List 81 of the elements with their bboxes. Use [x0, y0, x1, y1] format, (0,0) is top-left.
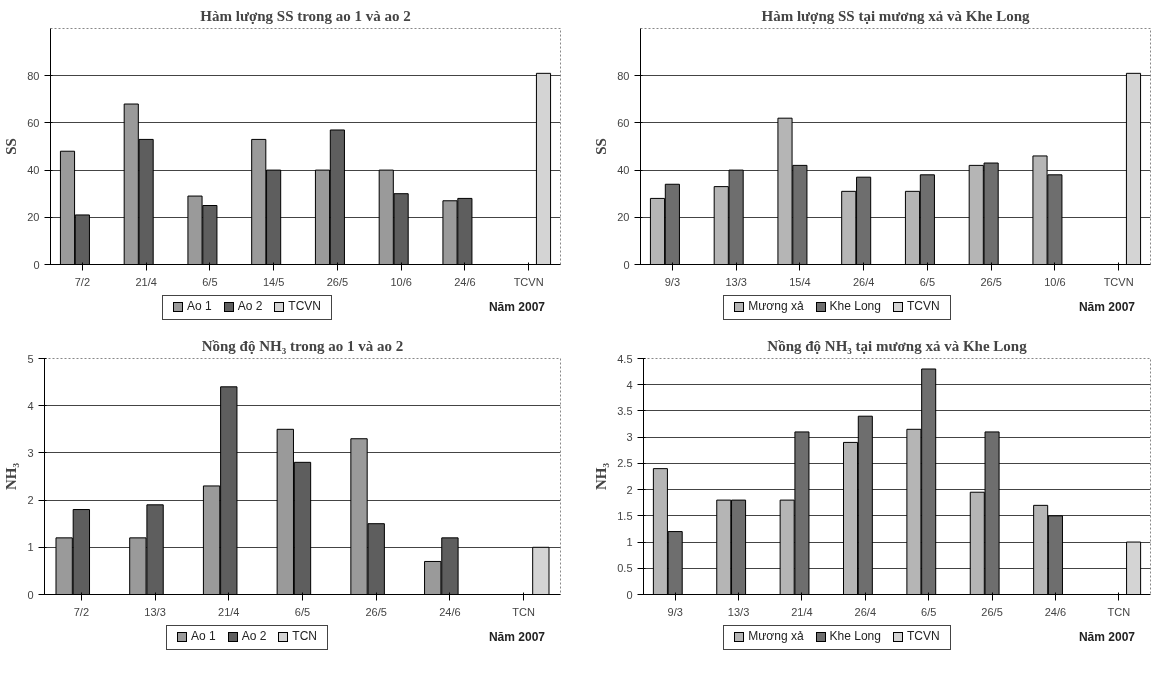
text: Năm 2007 [488, 298, 545, 316]
y-tick-label: 60 [617, 116, 630, 129]
legend-label: Khe Long [828, 298, 881, 315]
x-tick-label: 21/4 [218, 605, 240, 618]
y-tick-label: 40 [27, 164, 40, 177]
y-tick-label: 4 [27, 399, 34, 412]
y-tick-label: 5 [27, 352, 34, 365]
y-tick-label: 60 [27, 116, 40, 129]
y-tick-label: 20 [617, 211, 630, 224]
y-tick-label: 80 [617, 69, 630, 82]
legend-label: TCN [291, 628, 317, 645]
y-tick-label: 40 [617, 164, 630, 177]
x-tick-label: TCVN [1103, 275, 1134, 288]
x-tick-label: 26/5 [326, 275, 349, 288]
y-tick-label: 1 [27, 541, 34, 554]
x-tick-label: TCVN [513, 275, 544, 288]
y-tick-label: 20 [27, 211, 40, 224]
y-tick-label: 3 [626, 431, 633, 444]
y-tick-label: 4.5 [617, 352, 633, 365]
y-tick-label: 1.5 [617, 509, 633, 522]
x-tick-label: TCN [1107, 605, 1131, 618]
y-tick-label: 3 [27, 446, 34, 459]
legend-label: Mương xả [747, 298, 804, 315]
x-tick-label: 26/5 [980, 275, 1002, 288]
x-tick-label: 21/4 [791, 605, 813, 618]
x-tick-label: 13/3 [727, 605, 750, 618]
x-tick-label: 7/2 [73, 605, 90, 618]
chart-title: Hàm lượng SS tại mương xả và Khe Long [761, 7, 1030, 24]
text: Năm 2007 [488, 628, 545, 646]
x-tick-label: 26/5 [365, 605, 387, 618]
x-tick-label: 13/3 [725, 275, 747, 288]
x-tick-label: 6/5 [919, 275, 936, 288]
chart-title: Nồng độ NH₃ tại mương xả và Khe Long [767, 337, 1028, 354]
x-tick-label: 9/3 [667, 605, 683, 618]
x-tick-label: 24/6 [454, 275, 476, 288]
x-tick-label: 9/3 [664, 275, 681, 288]
legend-label: TCVN [905, 628, 940, 645]
x-tick-label: 13/3 [144, 605, 166, 618]
legend-label: TCVN [287, 298, 321, 315]
y-tick-label: 2 [626, 483, 633, 496]
legend-label: Ao 2 [240, 628, 267, 645]
legend-label: Ao 1 [189, 628, 216, 645]
chart-title: Hàm lượng SS trong ao 1 và ao 2 [200, 7, 411, 24]
x-tick-label: 6/5 [294, 605, 311, 618]
y-tick-label: 0 [33, 258, 40, 271]
y-tick-label: 0 [626, 588, 633, 601]
x-tick-label: 7/2 [74, 275, 91, 288]
legend-label: Ao 1 [185, 298, 212, 315]
x-tick-label: 24/6 [1044, 605, 1067, 618]
y-axis-title: SS [3, 138, 20, 155]
legend-label: Ao 2 [236, 298, 263, 315]
y-tick-label: 0 [27, 588, 34, 601]
y-axis-title: NH₃ [593, 462, 610, 490]
x-tick-label: 10/6 [390, 275, 412, 288]
text: Năm 2007 [1078, 628, 1135, 646]
y-tick-label: 0 [623, 258, 630, 271]
legend-label: TCVN [905, 298, 940, 315]
y-tick-label: 2 [27, 494, 34, 507]
text: Năm 2007 [1078, 298, 1135, 316]
x-tick-label: 24/6 [439, 605, 461, 618]
x-tick-label: 26/4 [852, 275, 875, 288]
y-tick-label: 3.5 [617, 404, 633, 417]
legend-label: Mương xả [747, 628, 804, 645]
x-tick-label: 26/4 [854, 605, 877, 618]
legend-label: Khe Long [828, 628, 881, 645]
x-tick-label: 14/5 [262, 275, 285, 288]
y-tick-label: 1 [626, 536, 633, 549]
x-tick-label: 6/5 [202, 275, 218, 288]
y-axis-title: SS [593, 138, 610, 155]
y-tick-label: 2.5 [617, 457, 633, 470]
x-tick-label: 10/6 [1044, 275, 1066, 288]
y-tick-label: 0.5 [617, 562, 633, 575]
y-tick-label: 80 [27, 69, 40, 82]
x-tick-label: 26/5 [981, 605, 1003, 618]
y-tick-label: 4 [626, 378, 633, 391]
x-tick-label: 15/4 [789, 275, 811, 288]
y-axis-title: NH₃ [3, 462, 20, 490]
x-tick-label: 6/5 [921, 605, 937, 618]
x-tick-label: 21/4 [135, 275, 157, 288]
x-tick-label: TCN [512, 605, 535, 618]
chart-title: Nồng độ NH₃ trong ao 1 và ao 2 [201, 337, 404, 354]
